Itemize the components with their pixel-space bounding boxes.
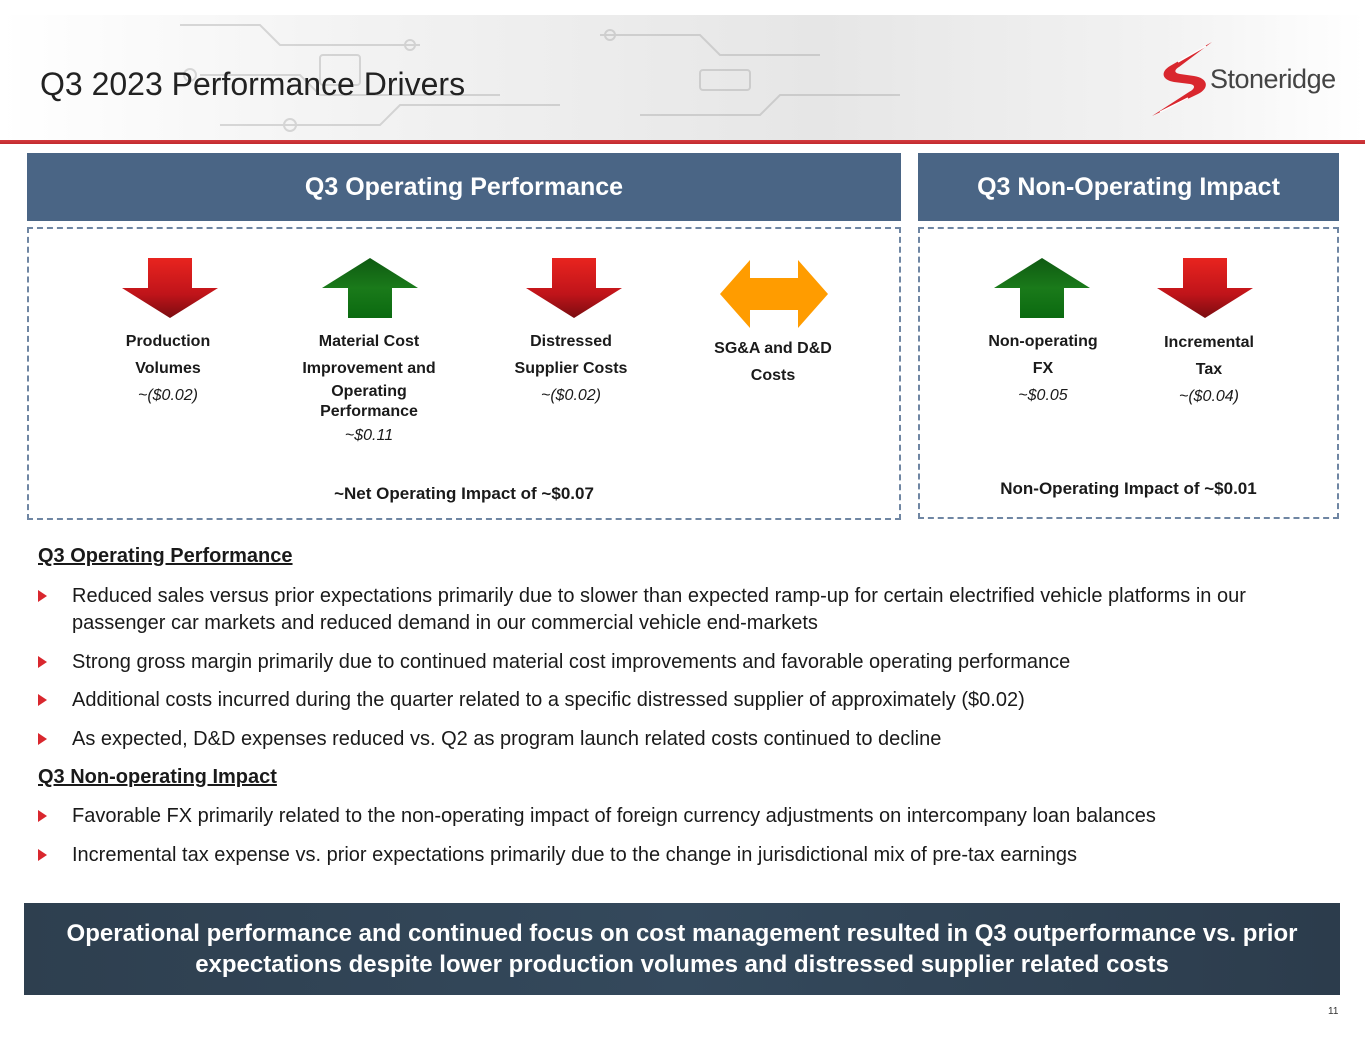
bullet-item: Additional costs incurred during the qua… bbox=[38, 687, 1328, 714]
bullet-text: Strong gross margin primarily due to con… bbox=[72, 651, 1071, 673]
bullet-item: Strong gross margin primarily due to con… bbox=[38, 649, 1328, 676]
bullet-text: Incremental tax expense vs. prior expect… bbox=[72, 844, 1077, 866]
bullet-text: Additional costs incurred during the qua… bbox=[72, 689, 1025, 711]
page-title: Q3 2023 Performance Drivers bbox=[40, 66, 466, 102]
driver-production-volumes: Production Volumes ~($0.02) bbox=[88, 328, 248, 409]
driver-label: Tax bbox=[1195, 361, 1223, 378]
operating-heading: Q3 Operating Performance bbox=[38, 545, 293, 567]
footer-message: Operational performance and continued fo… bbox=[66, 920, 1298, 978]
page-number: 11 bbox=[1328, 1006, 1339, 1017]
driver-label: Incremental bbox=[1164, 334, 1254, 351]
down-arrow-icon bbox=[526, 258, 622, 318]
driver-label: Improvement and bbox=[302, 360, 436, 377]
driver-material-cost: Material Cost Improvement and Operating … bbox=[279, 328, 459, 449]
driver-label: Distressed bbox=[530, 333, 612, 350]
net-operating-impact: ~Net Operating Impact of ~$0.07 bbox=[334, 484, 594, 503]
bullet-marker-icon bbox=[38, 849, 47, 861]
driver-value: ~($0.02) bbox=[540, 387, 602, 404]
bullet-marker-icon bbox=[38, 656, 47, 668]
driver-non-operating-fx: Non-operating FX ~$0.05 bbox=[963, 328, 1123, 409]
bullet-marker-icon bbox=[38, 810, 47, 822]
double-arrow-icon bbox=[720, 260, 828, 328]
stoneridge-logo: Stoneridge bbox=[1148, 40, 1338, 120]
driver-value: ~$0.05 bbox=[1018, 387, 1068, 404]
bullet-item: As expected, D&D expenses reduced vs. Q2… bbox=[38, 726, 1328, 753]
bullet-marker-icon bbox=[38, 733, 47, 745]
driver-label: Operating bbox=[331, 383, 407, 400]
down-arrow-icon bbox=[1157, 258, 1253, 318]
driver-label: FX bbox=[1032, 360, 1054, 377]
driver-label: Performance bbox=[320, 403, 418, 420]
driver-label: Costs bbox=[750, 367, 796, 384]
circuit-pattern bbox=[180, 24, 900, 132]
driver-label: Material Cost bbox=[318, 333, 420, 350]
net-non-operating-impact: Non-Operating Impact of ~$0.01 bbox=[1000, 479, 1257, 498]
logo-mark-icon bbox=[1152, 42, 1212, 116]
bullet-text: As expected, D&D expenses reduced vs. Q2… bbox=[72, 728, 942, 750]
driver-sga-dd: SG&A and D&D Costs bbox=[688, 335, 858, 389]
non-operating-panel-header: Q3 Non-Operating Impact bbox=[918, 153, 1339, 221]
bullet-item: Incremental tax expense vs. prior expect… bbox=[38, 842, 1328, 869]
driver-label: Volumes bbox=[135, 360, 201, 377]
non-operating-panel bbox=[918, 227, 1339, 519]
bullet-marker-icon bbox=[38, 694, 47, 706]
driver-distressed-supplier: Distressed Supplier Costs ~($0.02) bbox=[491, 328, 651, 409]
bullet-text: Reduced sales versus prior expectations … bbox=[72, 585, 1246, 634]
driver-value: ~($0.04) bbox=[1178, 388, 1240, 405]
bullet-item: Favorable FX primarily related to the no… bbox=[38, 803, 1328, 830]
header-divider bbox=[0, 140, 1365, 144]
logo-text: Stoneridge bbox=[1210, 64, 1336, 94]
up-arrow-icon bbox=[322, 258, 418, 318]
driver-value: ~$0.11 bbox=[344, 427, 394, 444]
driver-incremental-tax: Incremental Tax ~($0.04) bbox=[1129, 329, 1289, 410]
up-arrow-icon bbox=[994, 258, 1090, 318]
non-operating-heading: Q3 Non-operating Impact bbox=[38, 766, 277, 788]
driver-label: Supplier Costs bbox=[514, 360, 628, 377]
bullet-text: Favorable FX primarily related to the no… bbox=[72, 805, 1156, 827]
driver-value: ~($0.02) bbox=[137, 387, 199, 404]
bullet-marker-icon bbox=[38, 590, 47, 602]
down-arrow-icon bbox=[122, 258, 218, 318]
bullet-item: Reduced sales versus prior expectations … bbox=[38, 583, 1328, 637]
operating-panel-header: Q3 Operating Performance bbox=[27, 153, 901, 221]
header-banner bbox=[0, 15, 1365, 143]
footer-summary: Operational performance and continued fo… bbox=[24, 903, 1340, 995]
driver-label: Non-operating bbox=[988, 333, 1098, 350]
driver-label: SG&A and D&D bbox=[714, 340, 832, 357]
driver-label: Production bbox=[125, 333, 211, 350]
